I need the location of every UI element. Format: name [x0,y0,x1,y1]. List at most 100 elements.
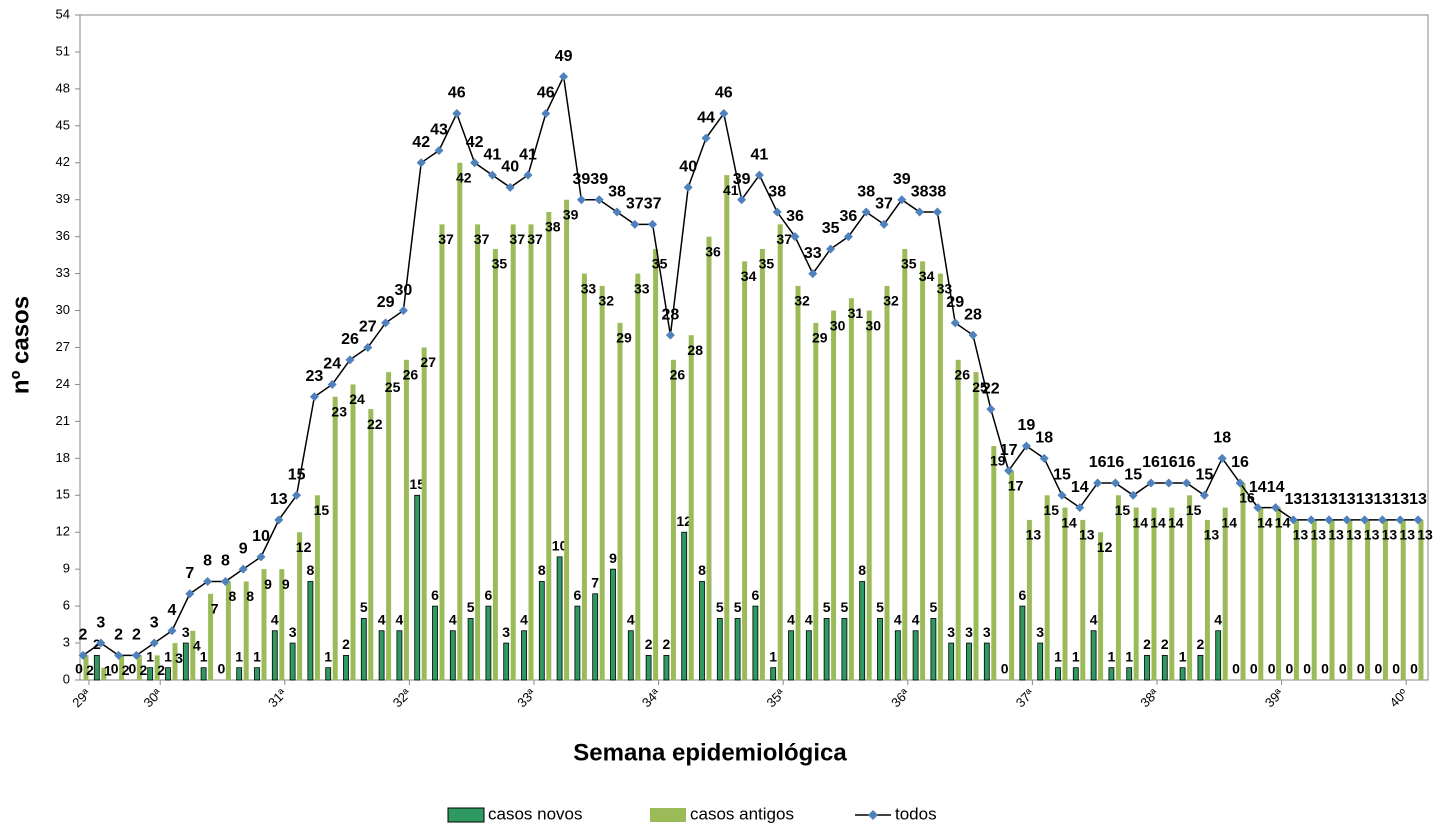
value-label: 9 [282,576,290,592]
marker [772,207,782,217]
marker [78,650,88,660]
bar [1365,519,1371,680]
y-tick-label: 9 [63,561,70,576]
bar [556,556,563,681]
value-label: 8 [307,562,315,578]
value-label: 42 [412,134,430,151]
value-label: 38 [608,183,626,200]
marker [1217,453,1227,463]
value-label: 15 [1053,466,1071,483]
bar [538,581,545,681]
legend-swatch [650,808,686,822]
y-tick-label: 51 [56,43,70,58]
bar [254,667,260,681]
y-tick-label: 15 [56,487,70,502]
marker [790,232,800,242]
value-label: 14 [1061,514,1077,530]
bar [457,162,463,680]
value-label: 30 [830,317,846,333]
bar [884,285,890,680]
x-tick-label: 30ª [141,686,165,710]
marker [345,355,355,365]
line [82,74,1418,657]
value-label: 16 [1107,454,1125,471]
bar [592,593,599,681]
bar [332,396,338,680]
value-label: 13 [1399,527,1415,543]
marker [292,490,302,500]
marker [612,207,622,217]
marker [327,379,337,389]
bar [1062,507,1068,680]
value-label: 17 [1008,477,1024,493]
value-label: 15 [288,466,306,483]
value-label: 5 [841,599,849,615]
bar [599,285,605,680]
value-label: 35 [652,256,668,272]
value-label: 6 [431,587,439,603]
marker [1182,478,1192,488]
value-label: 13 [1310,527,1326,543]
value-label: 1 [1125,648,1133,664]
bar [485,605,492,681]
bar [93,654,100,681]
bar [1115,495,1121,680]
value-label: 38 [911,183,929,200]
bar [1169,507,1175,680]
value-label: 10 [252,528,270,545]
marker [1413,515,1423,525]
marker [1235,478,1245,488]
marker [114,650,124,660]
value-label: 1 [1054,648,1062,664]
value-label: 34 [741,268,757,284]
value-label: 35 [822,220,840,237]
value-label: 2 [122,662,130,678]
bar [948,642,955,681]
value-label: 13 [1374,491,1392,508]
marker [1021,441,1031,451]
y-tick-label: 0 [63,671,70,686]
value-label: 22 [367,416,383,432]
value-label: 37 [527,231,543,247]
value-label: 1 [235,648,243,664]
value-label: 29 [812,330,828,346]
value-label: 36 [786,208,804,225]
bar [795,285,801,680]
bar [581,273,587,680]
marker [274,515,284,525]
marker [381,318,391,328]
value-label: 15 [1043,502,1059,518]
bar [1382,519,1388,680]
bar [83,655,89,680]
x-tick-label: 37ª [1013,686,1037,710]
value-label: 34 [919,268,935,284]
marker [487,170,497,180]
value-label: 14 [1071,479,1089,496]
bar [930,618,937,681]
marker [808,269,818,279]
value-label: 1 [769,648,777,664]
value-label: 41 [484,146,502,163]
value-label: 3 [965,624,973,640]
x-tick-label: 36ª [888,686,912,710]
value-label: 3 [502,624,510,640]
marker [950,318,960,328]
marker [701,133,711,143]
marker [1342,515,1352,525]
bar [1418,519,1424,680]
bar [182,642,189,681]
value-label: 6 [485,587,493,603]
bar [1187,495,1193,680]
marker [1288,515,1298,525]
bar [154,655,160,680]
value-label: 3 [150,614,159,631]
marker [843,232,853,242]
value-label: 1 [1072,648,1080,664]
value-label: 1 [1108,648,1116,664]
marker [256,552,266,562]
bar [350,384,356,680]
marker [541,109,551,119]
value-label: 13 [1204,527,1220,543]
value-label: 4 [805,611,813,627]
bar [866,310,872,680]
